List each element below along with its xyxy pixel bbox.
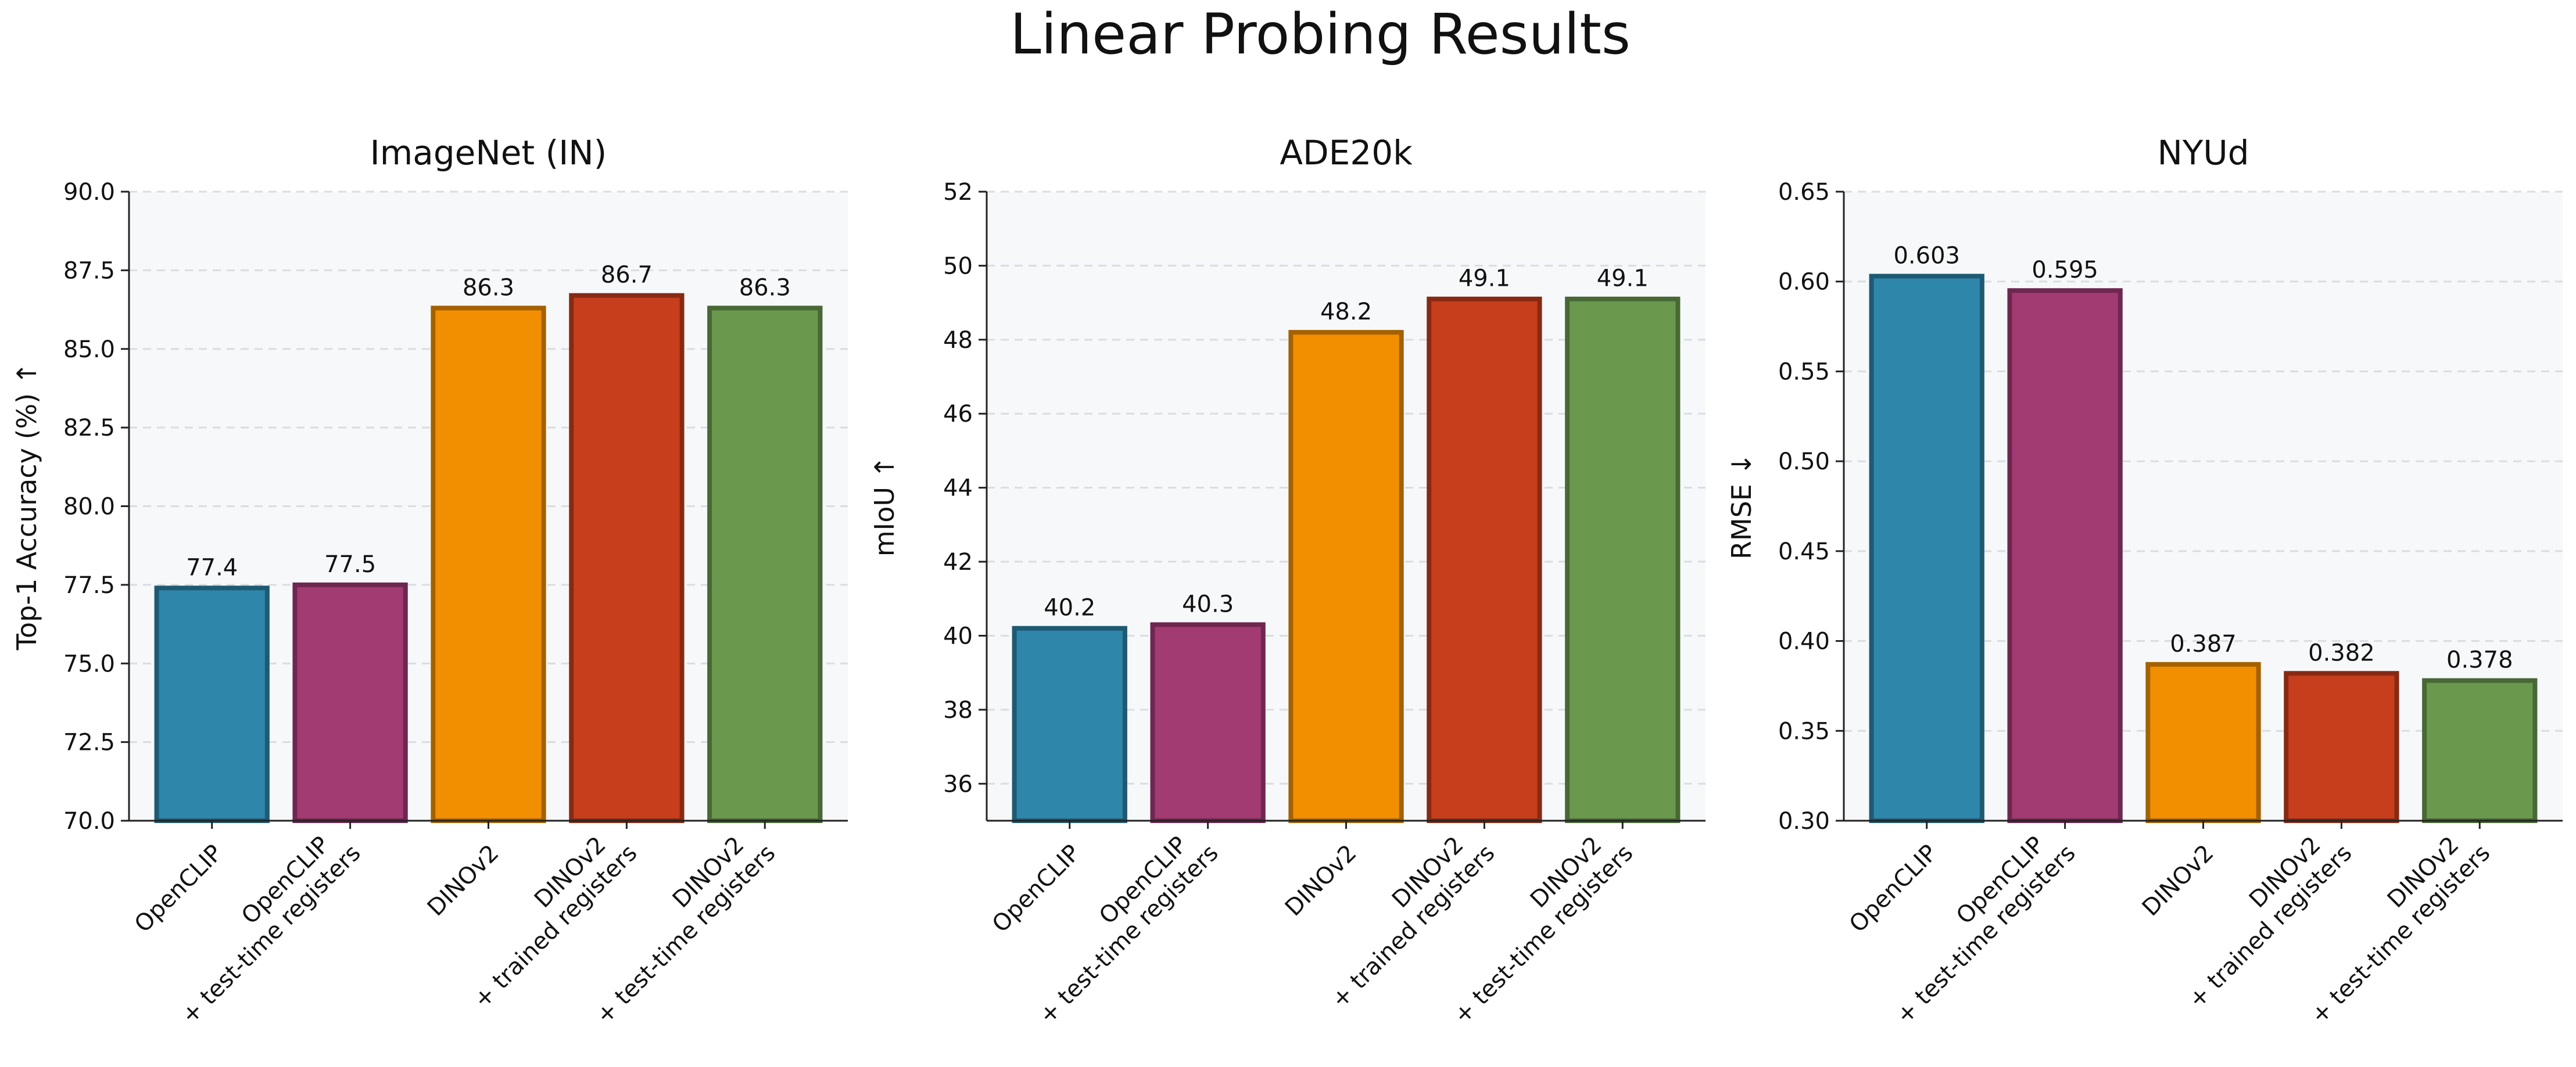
y-tick-label: 85.0 (63, 336, 115, 363)
y-tick-label: 70.0 (63, 808, 115, 835)
x-tick-label-line: OpenCLIP (130, 840, 228, 938)
x-tick-label-line: OpenCLIP (987, 840, 1085, 938)
bar-value-label: 49.1 (1459, 265, 1510, 292)
bar-4 (2284, 671, 2399, 823)
chart-panel-3: 0.30 0.35 0.40 0.45 0.50 0.55 0.60 0.65 0.603 Ope… (1726, 133, 2563, 1029)
figure-title: Linear Probing Results (1010, 2, 1631, 67)
x-tick-label: OpenCLIP+ test-time registers (1871, 820, 2080, 1029)
bar-value-label: 0.378 (2446, 647, 2513, 674)
y-tick-label: 48 (943, 327, 973, 354)
x-tick-label-line: OpenCLIP (1844, 840, 1943, 938)
bar-value-label: 77.5 (324, 551, 376, 578)
y-tick-label: 42 (943, 549, 973, 576)
x-tick-label: OpenCLIP+ test-time registers (156, 820, 366, 1029)
bar-value-label: 0.382 (2308, 640, 2375, 666)
subplot-title: NYUd (2157, 133, 2249, 173)
bar-value-label: 40.3 (1182, 591, 1234, 617)
bar-value-label: 0.603 (1893, 242, 1960, 269)
bar-value-label: 0.595 (2032, 257, 2098, 283)
subplot-title: ImageNet (IN) (370, 133, 607, 173)
y-axis-label: mIoU ↑ (869, 456, 900, 556)
bar-1 (154, 585, 270, 823)
y-tick-label: 0.40 (1778, 628, 1830, 655)
y-tick-label: 80.0 (63, 494, 115, 520)
y-tick-label: 0.55 (1778, 358, 1830, 385)
bar-1 (1869, 274, 1984, 823)
y-tick-label: 0.60 (1778, 269, 1830, 296)
y-tick-label: 87.5 (63, 257, 115, 284)
bar-value-label: 49.1 (1597, 265, 1649, 292)
y-tick-label: 50 (943, 253, 973, 279)
y-tick-label: 77.5 (63, 572, 115, 599)
chart-panel-2: 36 38 40 42 44 46 48 50 52 40.2 OpenCLIP 40.3 OpenCL… (869, 133, 1706, 1029)
bar-2 (1150, 622, 1266, 823)
bar-value-label: 0.387 (2170, 631, 2237, 658)
y-tick-label: 38 (943, 697, 973, 724)
bar-5 (1565, 296, 1681, 823)
y-tick-label: 44 (943, 475, 973, 502)
bar-value-label: 48.2 (1320, 299, 1372, 325)
y-tick-label: 52 (943, 179, 973, 206)
bar-5 (707, 306, 823, 823)
x-tick-label: DINOv2 (2137, 840, 2219, 922)
bar-value-label: 86.3 (739, 274, 791, 301)
bar-2 (292, 582, 408, 823)
bar-value-label: 77.4 (186, 554, 238, 581)
bar-5 (2422, 678, 2538, 824)
y-tick-label: 75.0 (63, 651, 115, 677)
y-tick-label: 82.5 (63, 415, 115, 441)
subplot-title: ADE20k (1280, 133, 1413, 173)
bar-1 (1012, 626, 1127, 823)
y-tick-label: 0.50 (1778, 448, 1830, 475)
bar-3 (2145, 662, 2261, 823)
bar-4 (569, 293, 685, 823)
y-tick-label: 0.30 (1778, 808, 1830, 835)
y-tick-label: 0.35 (1778, 718, 1830, 745)
x-tick-label: OpenCLIP (130, 840, 228, 938)
y-tick-label: 0.65 (1778, 179, 1830, 206)
x-tick-label: OpenCLIP (1844, 840, 1943, 938)
bar-value-label: 86.3 (463, 274, 514, 301)
bar-value-label: 40.2 (1044, 595, 1095, 621)
x-tick-label: DINOv2 (1280, 840, 1362, 922)
chart-panel-1: 70.0 72.5 75.0 77.5 80.0 82.5 85.0 87.5 90.0 77.4… (11, 133, 848, 1029)
y-tick-label: 36 (943, 771, 973, 797)
x-tick-label: OpenCLIP+ test-time registers (1014, 820, 1223, 1029)
bar-2 (2007, 288, 2123, 823)
bar-value-label: 86.7 (601, 262, 653, 289)
y-tick-label: 40 (943, 623, 973, 649)
bar-3 (431, 306, 546, 823)
y-axis-label: RMSE ↓ (1726, 453, 1757, 559)
x-tick-label-line: DINOv2 (422, 840, 504, 922)
x-tick-label-line: DINOv2 (1280, 840, 1362, 922)
x-tick-label: DINOv2 (422, 840, 504, 922)
y-tick-label: 90.0 (63, 179, 115, 206)
y-tick-label: 0.45 (1778, 538, 1830, 565)
y-axis-label: Top-1 Accuracy (%) ↑ (11, 362, 42, 651)
y-tick-label: 72.5 (63, 730, 115, 756)
x-tick-label-line: DINOv2 (2137, 840, 2219, 922)
y-tick-label: 46 (943, 401, 973, 427)
x-tick-label: OpenCLIP (987, 840, 1085, 938)
bar-4 (1427, 296, 1542, 823)
bar-3 (1288, 330, 1404, 823)
